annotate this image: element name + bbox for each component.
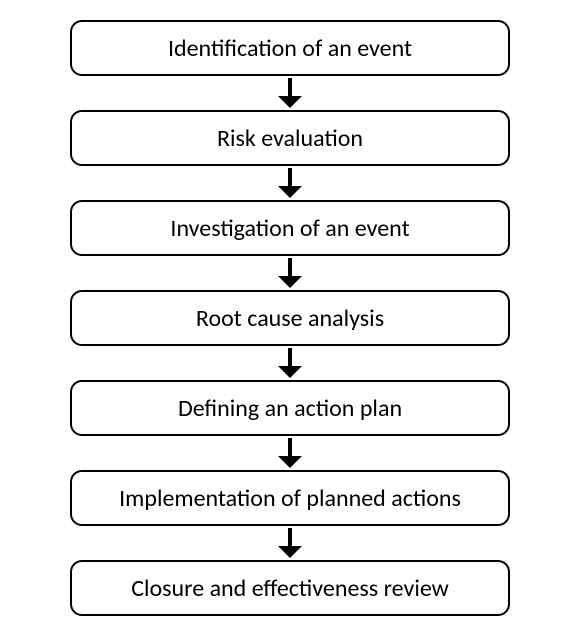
arrow-down-icon	[278, 438, 302, 468]
flow-node-n5: Defining an action plan	[70, 380, 510, 436]
flow-node-label: Identification of an event	[168, 34, 412, 63]
flow-node-label: Closure and effectiveness review	[131, 574, 449, 603]
flow-node-n6: Implementation of planned actions	[70, 470, 510, 526]
flow-node-n1: Identification of an event	[70, 20, 510, 76]
flow-node-n4: Root cause analysis	[70, 290, 510, 346]
process-flowchart: Identification of an event Risk evaluatio…	[70, 20, 510, 616]
flow-node-label: Implementation of planned actions	[119, 484, 461, 513]
flow-node-label: Root cause analysis	[196, 304, 384, 333]
flow-node-n2: Risk evaluation	[70, 110, 510, 166]
arrow-down-icon	[278, 168, 302, 198]
arrow-down-icon	[278, 348, 302, 378]
flow-node-label: Investigation of an event	[170, 214, 409, 243]
arrow-down-icon	[278, 78, 302, 108]
flow-node-label: Risk evaluation	[217, 124, 363, 153]
flow-node-n3: Investigation of an event	[70, 200, 510, 256]
arrow-down-icon	[278, 258, 302, 288]
arrow-down-icon	[278, 528, 302, 558]
flow-node-label: Defining an action plan	[178, 394, 402, 423]
flow-node-n7: Closure and effectiveness review	[70, 560, 510, 616]
